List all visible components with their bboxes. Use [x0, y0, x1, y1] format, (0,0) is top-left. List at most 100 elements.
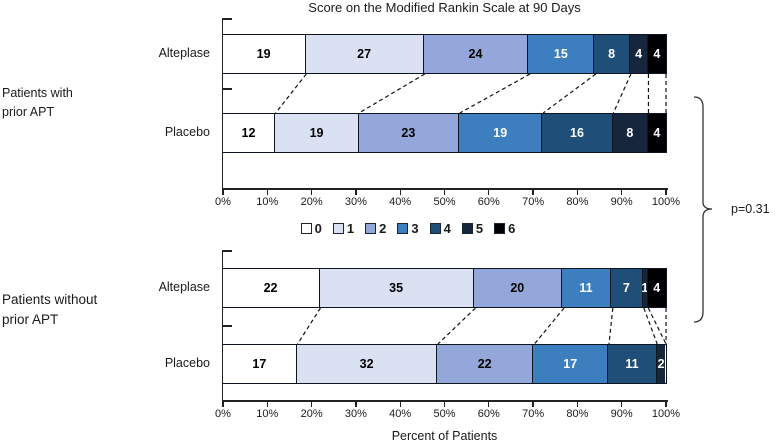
bar-segment: 1 [641, 269, 648, 307]
connector-line [275, 73, 307, 114]
stacked-bar: 19 27 24 15 8 4 4 [221, 34, 667, 74]
bar-segment: 24 [422, 35, 528, 73]
bar-segment: 19 [458, 114, 542, 152]
bar-row-label: Placebo [164, 125, 210, 139]
p-value-label: p=0.31 [731, 202, 770, 216]
x-axis-tick [222, 401, 224, 407]
legend-swatch [300, 223, 312, 234]
bar-segment: 4 [628, 35, 648, 73]
legend: 0 1 2 3 4 5 6 [188, 221, 628, 236]
bar-segment: 11 [561, 269, 611, 307]
x-tick-label: 50% [433, 196, 456, 208]
x-tick-label: 20% [300, 408, 323, 420]
group-label: Patients with prior APT [2, 84, 73, 122]
x-tick-label: 60% [477, 408, 500, 420]
bar-segment: 19 [274, 114, 358, 152]
x-axis-tick [665, 401, 667, 407]
x-tick-label: 40% [389, 408, 412, 420]
bar-segment: 19 [222, 35, 305, 73]
bar-segment: 27 [304, 35, 423, 73]
connector-line [437, 307, 476, 345]
legend-swatch [494, 223, 506, 234]
connector-line [647, 307, 667, 345]
x-axis-line [221, 188, 668, 190]
bar-segment: 20 [472, 269, 561, 307]
bar-segment: 4 [647, 269, 666, 307]
connector-line [459, 73, 531, 114]
x-axis-tick [665, 189, 667, 195]
x-tick-label: 70% [522, 196, 545, 208]
x-axis-tick [266, 401, 268, 407]
bar-segment: 4 [647, 114, 666, 152]
x-axis-tick [532, 189, 534, 195]
bar-row-label: Placebo [164, 356, 210, 370]
bar-segment: 16 [541, 114, 612, 152]
bar-segment: 7 [610, 269, 642, 307]
x-tick-label: 40% [389, 196, 412, 208]
connector-line [542, 73, 597, 114]
legend-item: 1 [332, 221, 355, 236]
stacked-bar: 12 19 23 19 16 8 4 [221, 113, 667, 153]
x-tick-label: 100% [651, 408, 681, 420]
group-label: Patients without prior APT [2, 290, 97, 331]
connector-line [358, 73, 426, 114]
legend-item: 2 [365, 221, 386, 236]
connector-lines [297, 307, 667, 345]
bar-segment: 17 [222, 345, 297, 383]
x-axis-tick [576, 189, 579, 195]
y-axis-tick [221, 325, 232, 327]
stacked-bar: 17 32 22 17 11 2 [221, 344, 667, 384]
connector-line [612, 73, 632, 114]
legend-label: 6 [508, 221, 516, 236]
bar-row-label: Alteplase [158, 280, 210, 294]
bar-segment: 15 [527, 35, 594, 73]
x-tick-label: 50% [433, 408, 456, 420]
bar-segment: 22 [222, 269, 319, 307]
x-tick-label: 10% [256, 408, 279, 420]
legend-label: 1 [346, 221, 355, 236]
bar-segment: 8 [593, 35, 629, 73]
bar-segment: 2 [655, 345, 666, 383]
legend-item: 0 [300, 221, 322, 236]
group-label-line: prior APT [2, 104, 55, 119]
y-axis-tick [221, 88, 232, 90]
x-axis-tick [266, 189, 268, 195]
bar-segment: 23 [357, 114, 459, 152]
bar-segment: 32 [296, 345, 436, 383]
connector-line [643, 307, 658, 345]
x-axis-tick [576, 401, 579, 407]
bar-segment: 11 [607, 345, 656, 383]
x-tick-label: 80% [566, 196, 589, 208]
legend-label: 3 [411, 221, 419, 236]
x-axis-tick [399, 189, 401, 195]
legend-item: 3 [397, 221, 419, 236]
x-axis-tick [621, 189, 623, 195]
x-tick-label: 10% [256, 196, 279, 208]
legend-label: 5 [475, 221, 484, 236]
chart-title: Score on the Modified Rankin Scale at 90… [308, 0, 581, 15]
y-axis-tick [221, 18, 232, 20]
stacked-bar: 22 35 20 11 7 1 4 [221, 268, 667, 308]
x-tick-label: 90% [610, 196, 633, 208]
x-axis-tick [532, 401, 534, 407]
connector-line [533, 307, 565, 345]
legend-swatch [429, 223, 441, 234]
legend-label: 0 [314, 221, 322, 236]
group-label-line: prior APT [2, 312, 59, 328]
x-axis-tick [488, 401, 490, 407]
p-value-bracket [693, 96, 713, 323]
x-tick-label: 20% [300, 196, 323, 208]
x-axis-tick [488, 189, 490, 195]
x-tick-label: 90% [610, 408, 633, 420]
connector-line [297, 307, 321, 345]
legend-swatch [397, 223, 409, 234]
x-axis-tick [222, 189, 224, 195]
x-tick-label: 60% [477, 196, 500, 208]
x-axis-tick [355, 189, 357, 195]
y-axis-tick [221, 250, 232, 252]
x-axis-tick [355, 401, 357, 407]
legend-item: 4 [429, 221, 451, 236]
legend-swatch [365, 223, 377, 234]
x-tick-label: 30% [344, 196, 367, 208]
